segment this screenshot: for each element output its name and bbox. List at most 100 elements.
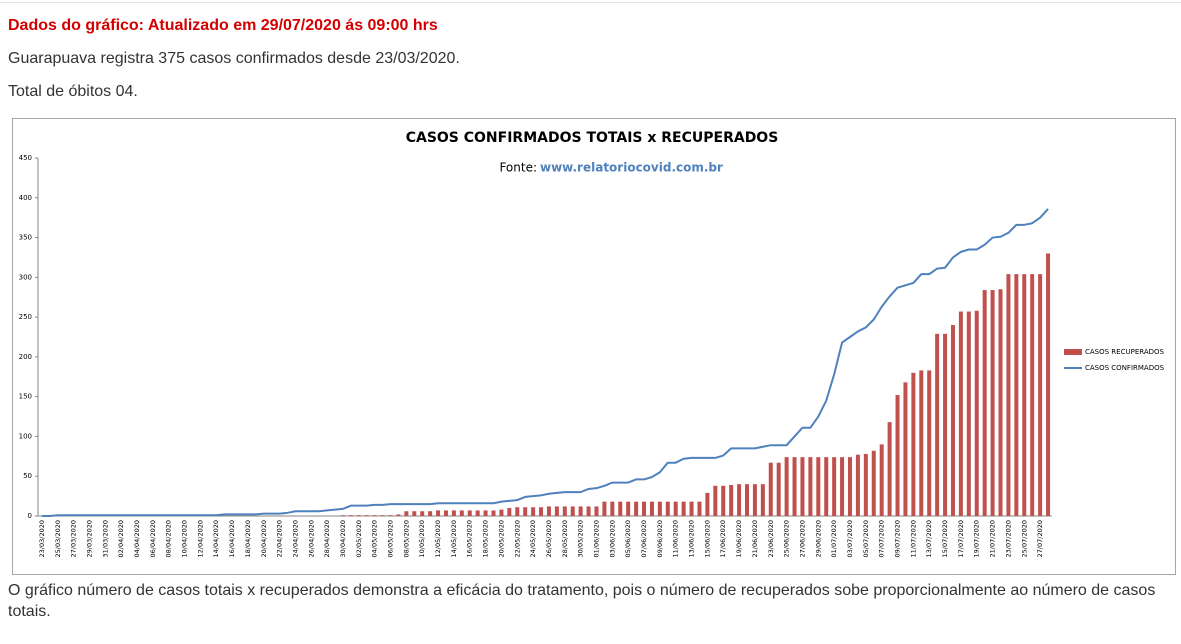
bar (404, 511, 409, 516)
y-tick-label: 50 (23, 472, 32, 480)
x-tick-label: 12/04/2020 (196, 520, 204, 557)
legend-label: CASOS CONFIRMADOS (1085, 364, 1165, 372)
x-tick-label: 11/06/2020 (672, 520, 680, 557)
x-tick-label: 01/07/2020 (830, 520, 838, 557)
x-tick-label: 24/05/2020 (529, 520, 537, 557)
bar (745, 484, 750, 516)
bar (626, 501, 631, 516)
chart-subtitle: Fonte: (499, 161, 537, 175)
footer-text: O gráfico número de casos totais x recup… (8, 582, 1156, 620)
bar (436, 510, 441, 516)
bar (388, 515, 393, 516)
bar (570, 506, 575, 516)
x-tick-label: 30/04/2020 (339, 520, 347, 557)
bar (792, 457, 797, 516)
x-tick-label: 17/07/2020 (957, 520, 965, 557)
x-tick-label: 29/06/2020 (814, 520, 822, 557)
bar (927, 370, 932, 516)
bar (356, 515, 361, 516)
x-tick-label: 16/05/2020 (466, 520, 474, 557)
x-tick-label: 14/05/2020 (450, 520, 458, 557)
x-tick-label: 10/05/2020 (418, 520, 426, 557)
legend-label: CASOS RECUPERADOS (1085, 348, 1165, 356)
y-tick-label: 250 (19, 313, 32, 321)
bar (998, 289, 1003, 516)
bar (420, 511, 425, 516)
bar (935, 333, 940, 516)
bar (412, 511, 417, 516)
chart-frame (12, 118, 1176, 575)
x-tick-label: 27/07/2020 (1036, 520, 1044, 557)
x-tick-label: 23/06/2020 (767, 520, 775, 557)
bar (903, 382, 908, 516)
bar (451, 510, 456, 516)
bar (800, 457, 805, 516)
bar (372, 515, 377, 516)
x-tick-label: 11/07/2020 (909, 520, 917, 557)
x-tick-label: 18/04/2020 (244, 520, 252, 557)
x-tick-label: 15/07/2020 (941, 520, 949, 557)
y-tick-label: 0 (28, 512, 32, 520)
bar (396, 514, 401, 516)
bar (507, 508, 512, 516)
y-tick-label: 350 (19, 234, 32, 242)
bar (554, 506, 559, 516)
bar (863, 453, 868, 516)
bar (966, 311, 971, 516)
line (41, 208, 1049, 517)
bar (649, 501, 654, 516)
bar (887, 422, 892, 516)
bar (721, 485, 726, 516)
x-tick-label: 27/06/2020 (798, 520, 806, 557)
heading: Dados do gráfico: Atualizado em 29/07/20… (8, 17, 438, 34)
y-tick-label: 200 (19, 353, 32, 361)
x-tick-label: 27/03/2020 (70, 520, 78, 557)
bar (1038, 274, 1043, 516)
bar (729, 484, 734, 516)
bar (1022, 274, 1027, 516)
bar (546, 506, 551, 516)
bar (1030, 274, 1035, 516)
bar (824, 457, 829, 516)
bar (578, 506, 583, 516)
y-tick-label: 100 (19, 432, 32, 440)
x-tick-label: 21/07/2020 (989, 520, 997, 557)
x-tick-label: 04/04/2020 (133, 520, 141, 557)
x-tick-label: 28/05/2020 (561, 520, 569, 557)
bar (491, 510, 496, 516)
x-tick-label: 06/05/2020 (387, 520, 395, 557)
x-tick-label: 09/06/2020 (656, 520, 664, 557)
bar (982, 290, 987, 516)
x-tick-label: 22/05/2020 (513, 520, 521, 557)
bar (784, 457, 789, 516)
bar (657, 501, 662, 516)
y-tick-label: 300 (19, 273, 32, 281)
bar (832, 457, 837, 516)
bar (768, 462, 773, 516)
x-tick-label: 25/03/2020 (54, 520, 62, 557)
x-tick-label: 20/05/2020 (497, 520, 505, 557)
x-tick-label: 08/05/2020 (402, 520, 410, 557)
bar (895, 395, 900, 516)
bar (705, 492, 710, 516)
x-tick-label: 01/06/2020 (592, 520, 600, 557)
x-tick-label: 28/04/2020 (323, 520, 331, 557)
bar (776, 462, 781, 516)
x-tick-label: 05/06/2020 (624, 520, 632, 557)
source-link[interactable]: www.relatoriocovid.com.br (540, 161, 723, 175)
x-tick-label: 05/07/2020 (862, 520, 870, 557)
x-tick-label: 22/04/2020 (276, 520, 284, 557)
x-tick-label: 09/07/2020 (894, 520, 902, 557)
bar (475, 510, 480, 516)
bar (428, 511, 433, 516)
y-tick-label: 450 (19, 154, 32, 162)
bar (808, 457, 813, 516)
x-tick-label: 26/04/2020 (307, 520, 315, 557)
x-tick-label: 14/04/2020 (212, 520, 220, 557)
x-tick-label: 03/07/2020 (846, 520, 854, 557)
bar (642, 501, 647, 516)
bar (919, 370, 924, 516)
x-tick-label: 02/05/2020 (355, 520, 363, 557)
bar (499, 509, 504, 516)
